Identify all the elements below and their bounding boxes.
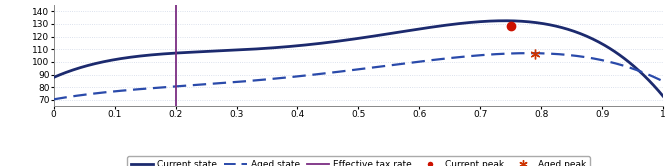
Legend: Current state, Aged state, Effective tax rate, Current peak, Aged peak: Current state, Aged state, Effective tax… (127, 156, 590, 166)
